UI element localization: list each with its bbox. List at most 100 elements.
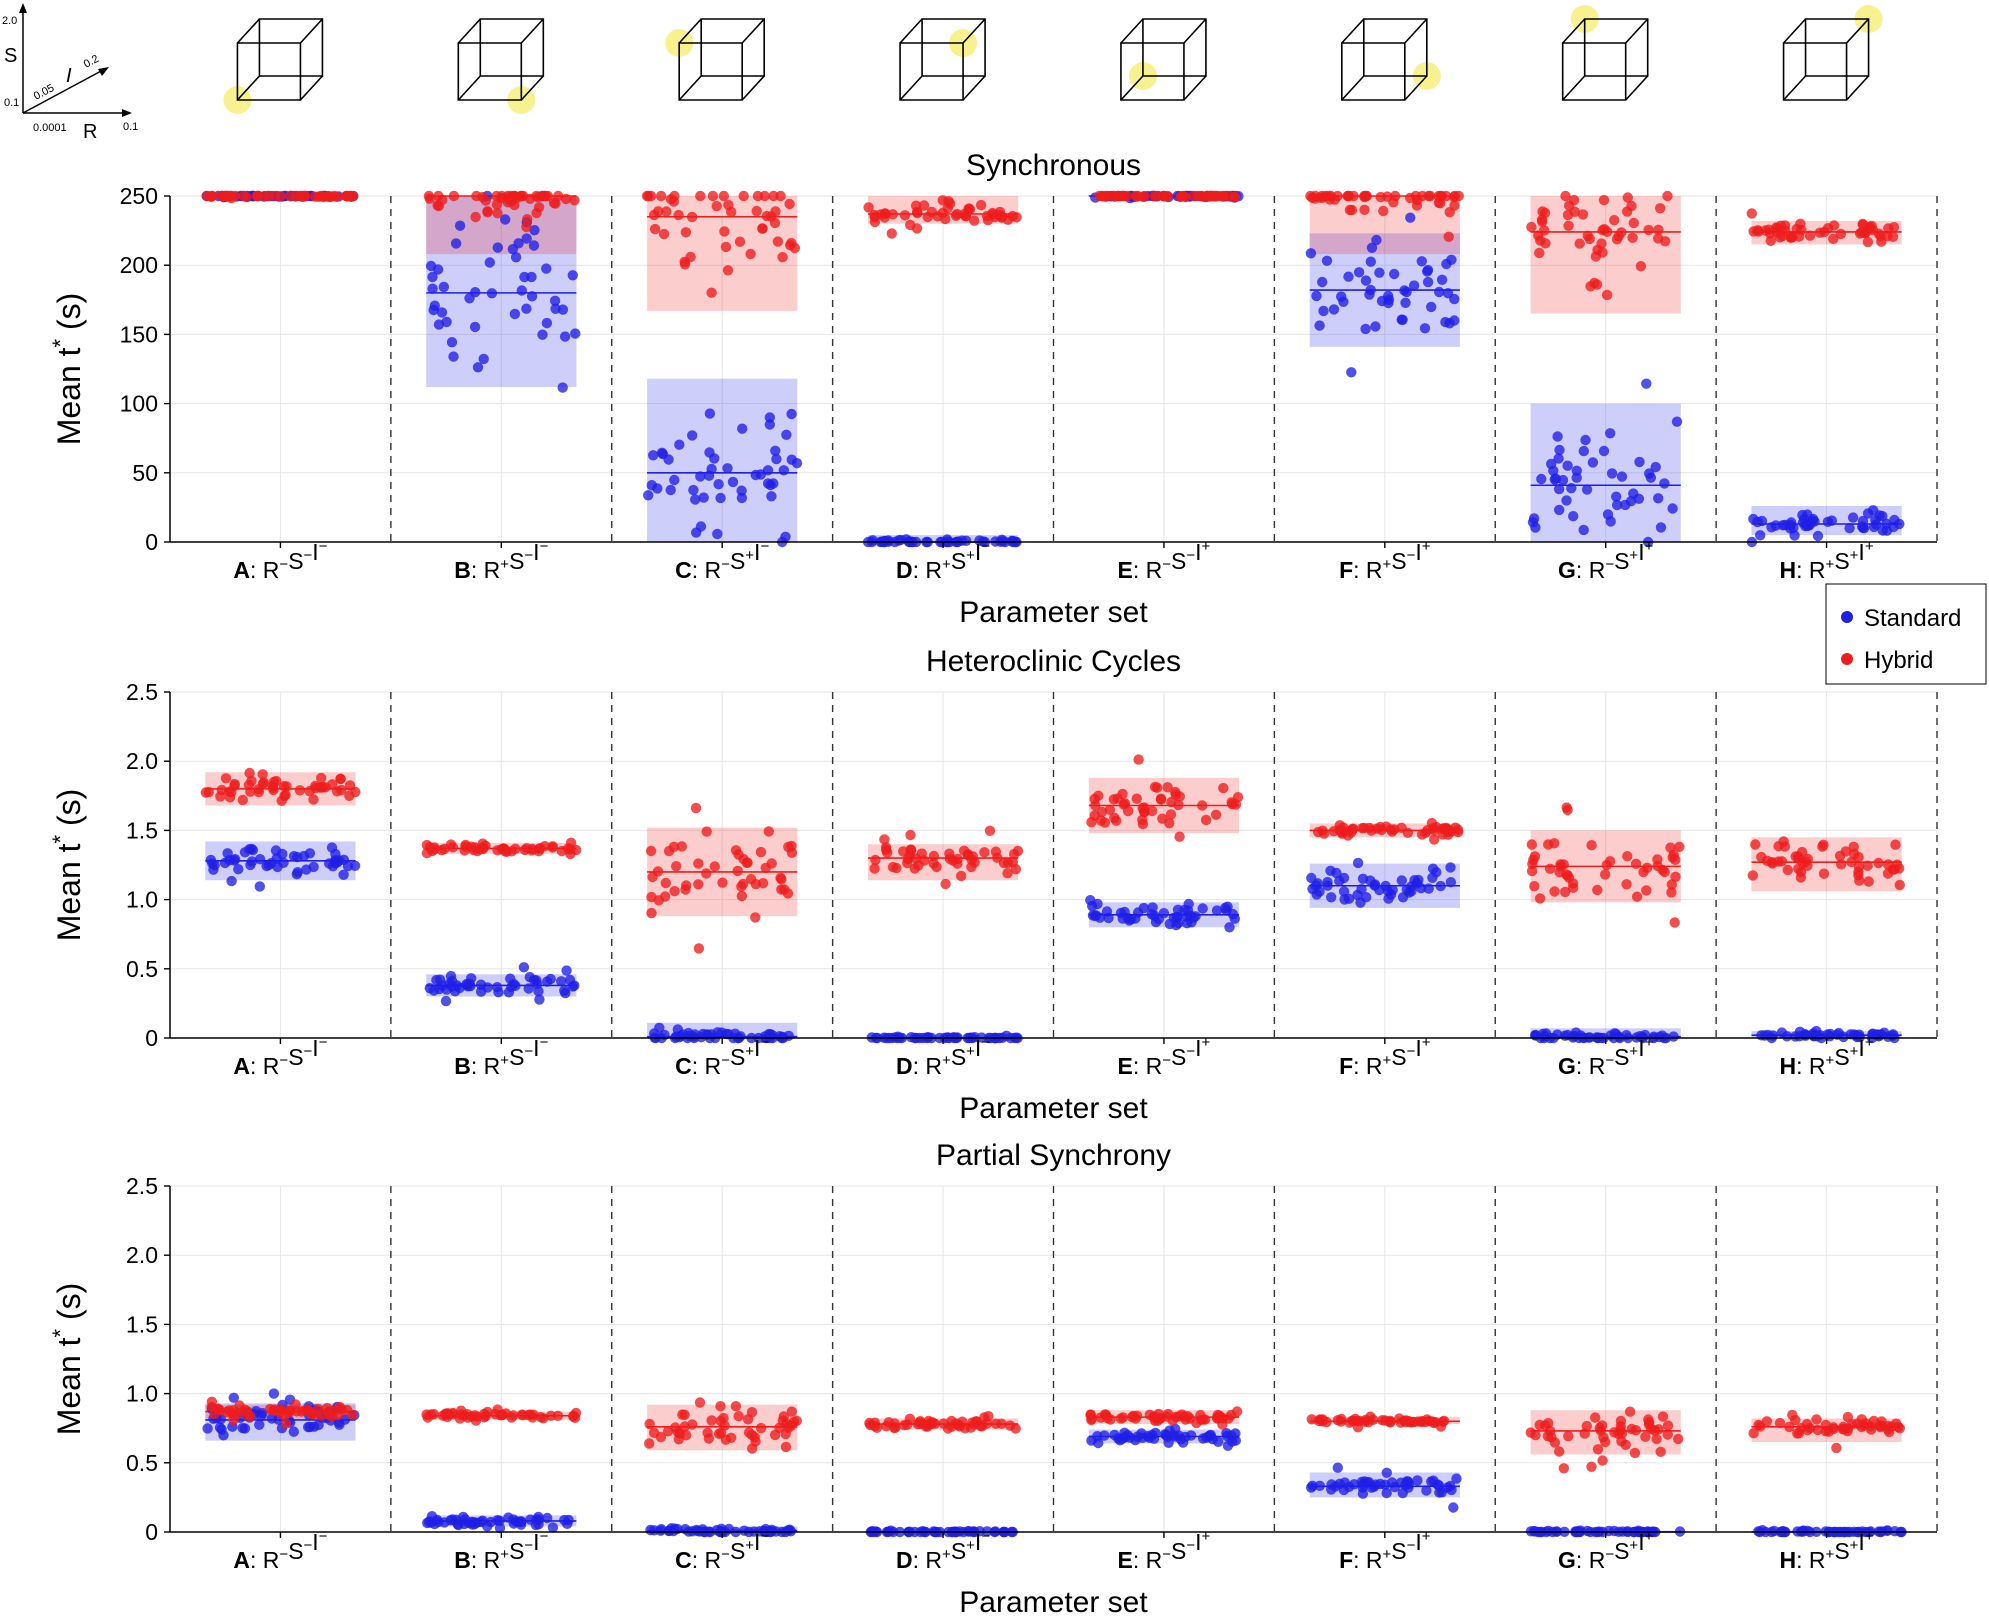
point-hybrid-g — [1563, 220, 1574, 231]
point-standard-h — [1755, 530, 1766, 541]
point-hybrid-c — [761, 210, 773, 222]
point-hybrid-e — [1149, 781, 1161, 793]
point-hybrid-a — [229, 778, 240, 790]
point-hybrid-b — [510, 843, 521, 854]
point-hybrid-d — [928, 850, 940, 862]
point-hybrid-c — [645, 845, 657, 857]
point-hybrid-d — [938, 1418, 949, 1429]
point-hybrid-g — [1601, 289, 1613, 301]
point-hybrid-f — [1390, 190, 1401, 202]
y-tick-label: 2.5 — [126, 679, 158, 705]
point-hybrid-e — [1095, 815, 1107, 826]
y-tick-label: 1.0 — [126, 887, 158, 913]
point-hybrid-b — [524, 193, 536, 204]
x-tick-label-e: E: R−S−I+ — [1118, 538, 1211, 583]
point-hybrid-a — [258, 777, 269, 788]
point-standard-h — [1756, 1030, 1767, 1041]
point-standard-e — [1103, 912, 1114, 924]
point-standard-g — [1611, 491, 1622, 502]
point-standard-e — [1090, 910, 1102, 921]
point-standard-g — [1578, 445, 1590, 457]
legend-hybrid-marker — [1841, 653, 1853, 665]
point-hybrid-c — [736, 881, 747, 892]
point-hybrid-b — [560, 193, 572, 205]
point-standard-b — [528, 240, 540, 251]
point-standard-b — [556, 976, 567, 987]
point-hybrid-e — [1212, 1413, 1223, 1424]
point-standard-f — [1416, 256, 1428, 267]
point-hybrid-g — [1543, 1418, 1554, 1429]
point-hybrid-a — [220, 773, 232, 784]
point-hybrid-h — [1750, 839, 1761, 850]
axis-key-i-max: 0.2 — [82, 53, 101, 71]
point-standard-b — [445, 970, 457, 982]
point-standard-f — [1421, 1485, 1432, 1496]
point-standard-c — [783, 1030, 794, 1042]
point-hybrid-e — [1218, 782, 1229, 794]
point-hybrid-a — [224, 786, 235, 797]
point-standard-a — [205, 854, 217, 866]
point-standard-f — [1442, 288, 1454, 299]
point-hybrid-c — [679, 1409, 690, 1421]
point-hybrid-d — [975, 199, 987, 211]
point-hybrid-g — [1635, 261, 1647, 272]
point-standard-b — [549, 295, 561, 306]
point-standard-c — [716, 1525, 727, 1537]
point-standard-c — [786, 408, 797, 420]
point-standard-f — [1435, 880, 1446, 892]
point-standard-b — [446, 337, 458, 348]
point-standard-a — [288, 1426, 299, 1437]
point-hybrid-c — [738, 190, 749, 202]
point-hybrid-f — [1317, 825, 1328, 836]
point-hybrid-h — [1831, 1442, 1842, 1454]
point-hybrid-e — [1199, 1414, 1211, 1425]
point-hybrid-a — [280, 1418, 292, 1429]
point-hybrid-a — [206, 191, 217, 202]
point-standard-h — [1777, 520, 1789, 531]
point-standard-f — [1401, 884, 1413, 895]
axis-key-i-min: 0.05 — [32, 82, 57, 103]
point-standard-g — [1568, 511, 1579, 522]
point-hybrid-g — [1624, 1406, 1636, 1417]
point-hybrid-a — [245, 786, 256, 797]
point-standard-c — [698, 492, 709, 503]
point-standard-c — [690, 494, 701, 505]
point-hybrid-d — [887, 209, 898, 220]
point-hybrid-g — [1563, 1431, 1574, 1442]
point-hybrid-h — [1752, 225, 1764, 236]
point-standard-e — [1092, 1431, 1103, 1442]
point-standard-h — [1882, 1525, 1893, 1536]
point-hybrid-g — [1631, 891, 1643, 902]
point-standard-a — [288, 851, 300, 862]
point-hybrid-f — [1400, 1417, 1411, 1428]
point-hybrid-f — [1449, 190, 1461, 202]
point-standard-b — [477, 1515, 488, 1526]
point-hybrid-e — [1090, 800, 1101, 811]
point-standard-g — [1587, 457, 1599, 468]
point-hybrid-e — [1200, 814, 1212, 826]
point-standard-g — [1653, 493, 1664, 504]
point-standard-h — [1847, 512, 1859, 523]
point-hybrid-e — [1121, 190, 1133, 202]
point-standard-c — [722, 463, 733, 474]
point-hybrid-e — [1165, 809, 1177, 820]
point-hybrid-a — [246, 775, 257, 787]
x-tick-label-g: G: R−S+I+ — [1558, 1034, 1654, 1079]
point-hybrid-g — [1673, 1433, 1684, 1445]
point-hybrid-c — [722, 265, 734, 276]
point-standard-c — [736, 485, 747, 496]
cube-icon-d — [899, 18, 986, 101]
point-hybrid-e — [1131, 793, 1143, 804]
point-hybrid-d — [931, 861, 942, 873]
point-hybrid-e — [1170, 789, 1182, 800]
point-standard-b — [570, 328, 581, 339]
point-standard-a — [239, 1423, 251, 1434]
cube-icon-g — [1561, 5, 1649, 101]
point-hybrid-h — [1846, 1419, 1858, 1430]
point-hybrid-g — [1674, 841, 1685, 852]
point-hybrid-b — [565, 848, 576, 860]
point-standard-f — [1419, 323, 1431, 334]
point-hybrid-g — [1641, 862, 1653, 873]
point-hybrid-g — [1594, 1422, 1606, 1434]
point-standard-g — [1655, 522, 1667, 533]
